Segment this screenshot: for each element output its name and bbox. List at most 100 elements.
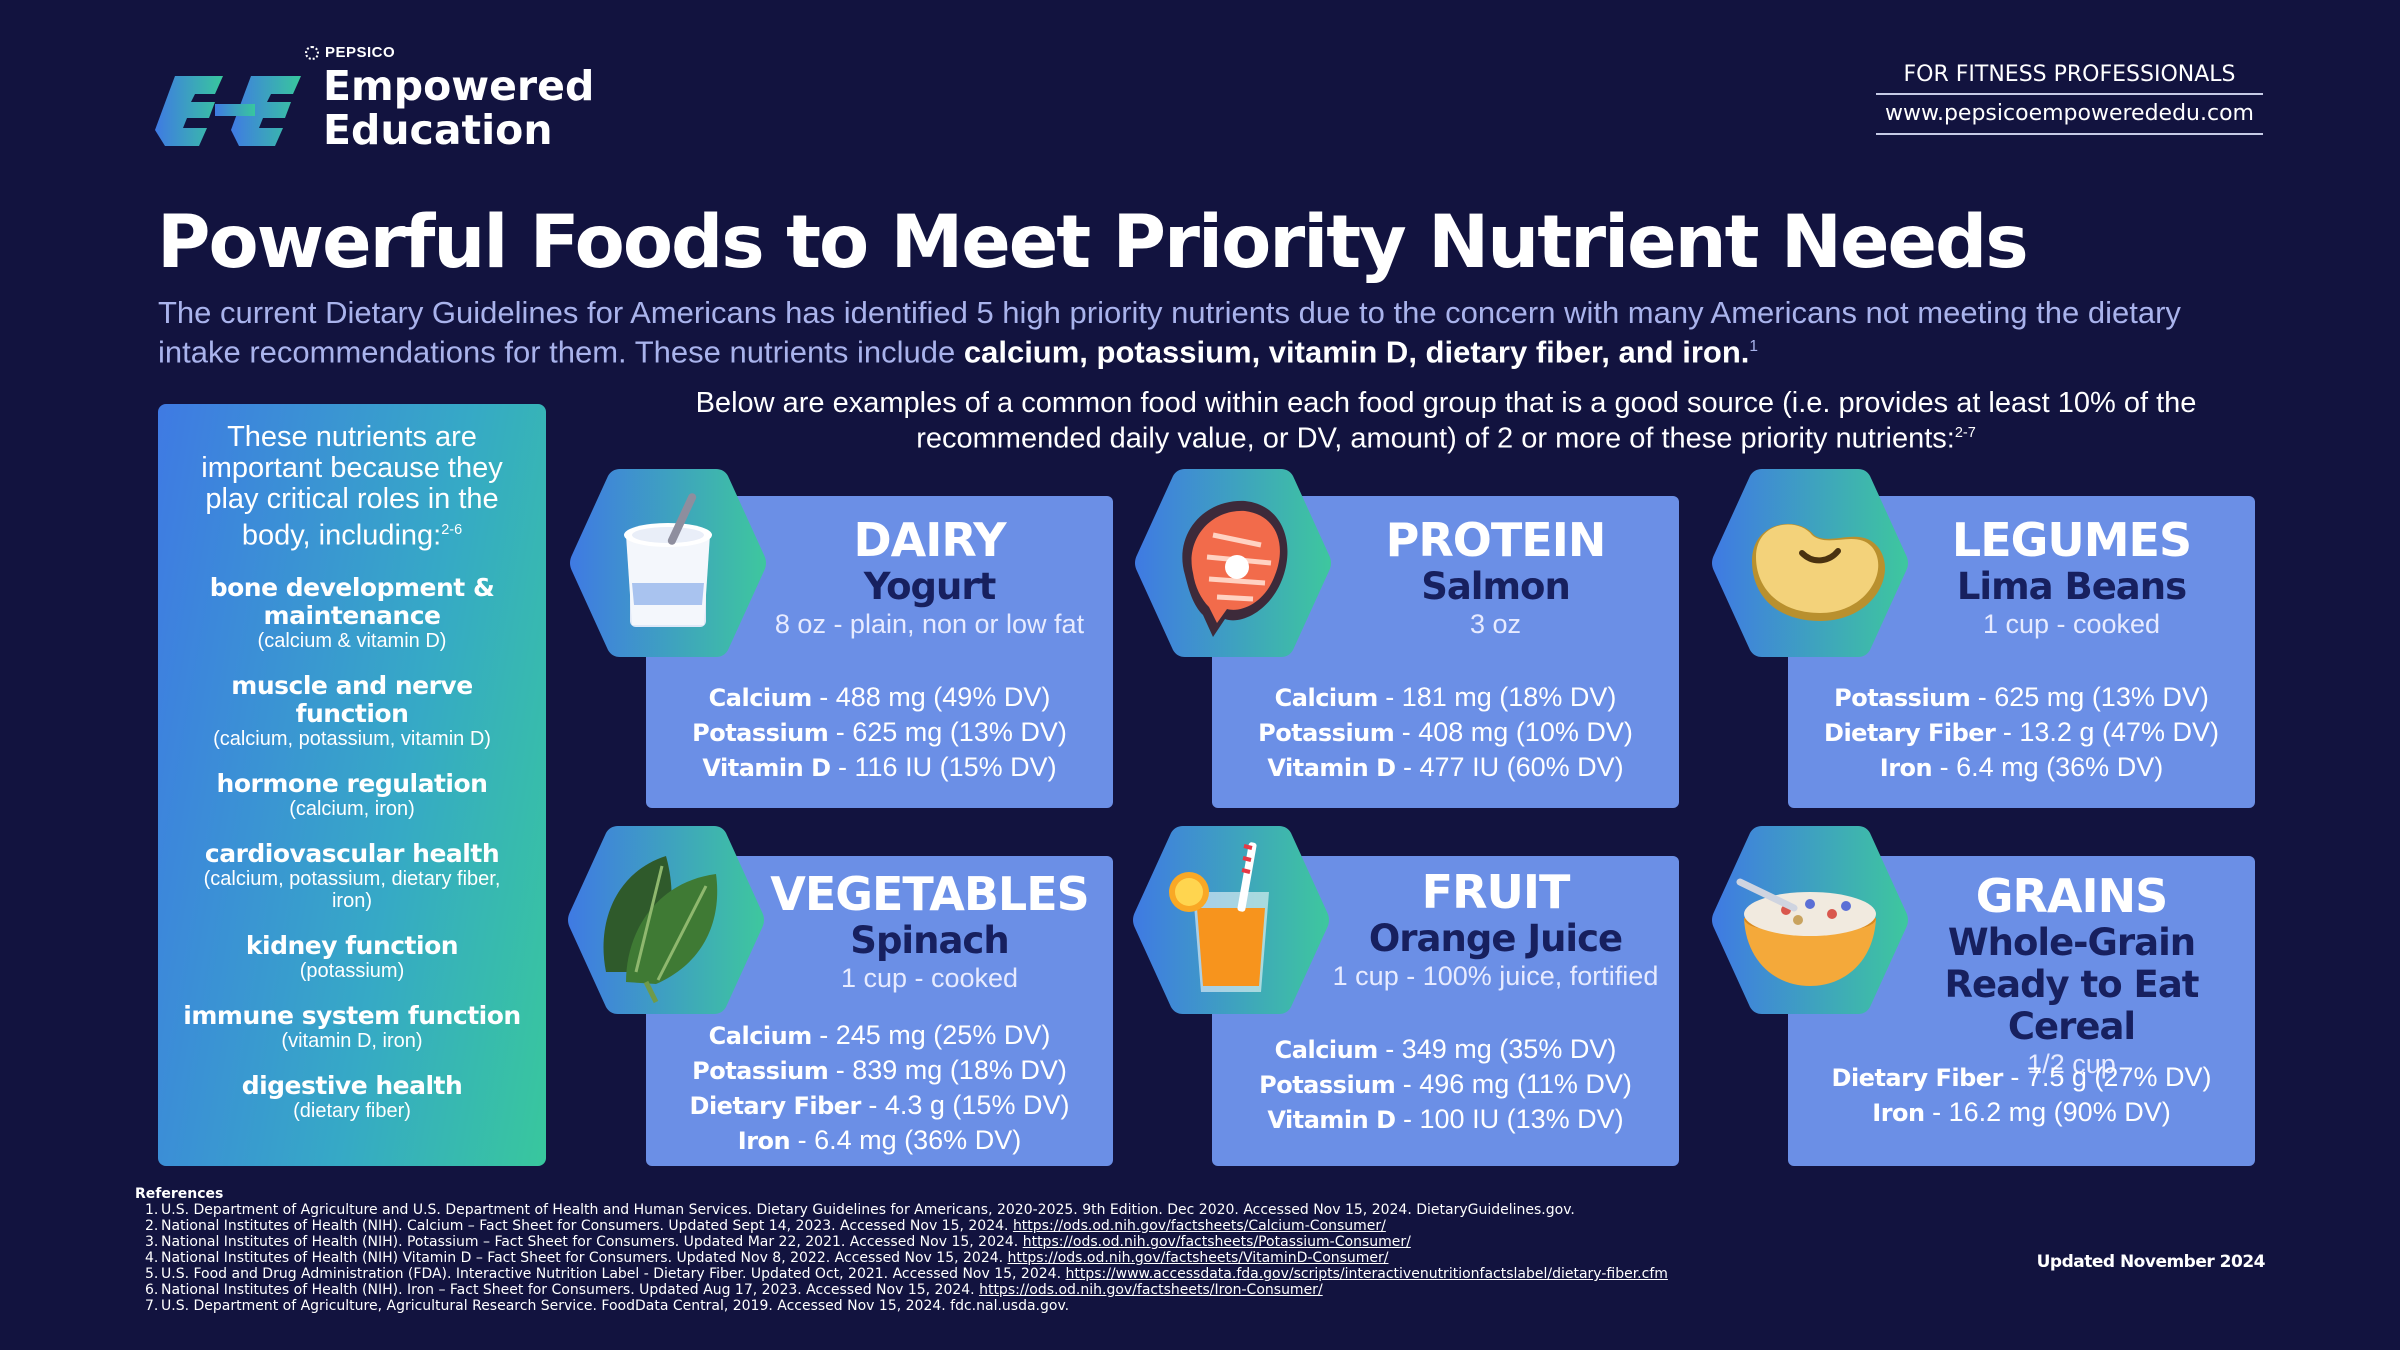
role-name: kidney function	[245, 930, 459, 960]
reference-item: 4. National Institutes of Health (NIH) Vi…	[135, 1250, 1668, 1266]
nutrient-value: - 13.2 g (47% DV)	[1995, 717, 2219, 747]
nutrient-row: Dietary Fiber - 7.5 g (27% DV)	[1788, 1060, 2255, 1095]
page-title: Powerful Foods to Meet Priority Nutrient…	[157, 200, 2029, 285]
nutrient-list: Calcium - 349 mg (35% DV) Potassium - 496…	[1212, 1032, 1679, 1137]
food-group-name: FRUIT	[1421, 865, 1571, 919]
salmon-hexagon	[1133, 465, 1333, 661]
reference-text: U.S. Department of Agriculture, Agricult…	[161, 1298, 1070, 1314]
ee-logo-icon	[155, 76, 301, 146]
reference-text: National Institutes of Health (NIH). Cal…	[161, 1218, 1013, 1234]
role-name: bone development & maintenance	[209, 572, 495, 630]
orange-juice-icon	[1133, 826, 1329, 1014]
nutrient-row: Potassium - 625 mg (13% DV)	[646, 715, 1113, 750]
role-nutrients: (vitamin D, iron)	[281, 1029, 423, 1052]
role-item: bone development & maintenance (calcium &…	[158, 572, 546, 652]
empowered-education-logo: PEPSICO Empowered Education	[155, 40, 595, 160]
nutrient-row: Calcium - 349 mg (35% DV)	[1212, 1032, 1679, 1067]
nutrient-row: Dietary Fiber - 13.2 g (47% DV)	[1788, 715, 2255, 750]
reference-link[interactable]: https://ods.od.nih.gov/factsheets/Iron-C…	[979, 1282, 1323, 1298]
reference-link[interactable]: https://ods.od.nih.gov/factsheets/Potass…	[1022, 1234, 1411, 1250]
serving-size: 3 oz	[1469, 609, 1522, 639]
reference-item: 5. U.S. Food and Drug Administration (FDA…	[135, 1266, 1668, 1282]
card-header: VEGETABLES Spinach 1 cup - cooked	[756, 868, 1103, 994]
nutrient-row: Calcium - 488 mg (49% DV)	[646, 680, 1113, 715]
nutrient-name: Potassium	[1834, 684, 1971, 712]
role-name: hormone regulation	[216, 768, 488, 798]
role-nutrients: (calcium, potassium, vitamin D)	[213, 727, 491, 750]
brand-line-2: Education	[323, 106, 553, 154]
serving-size: 1/2 cup	[2027, 1049, 2116, 1079]
card-header: LEGUMES Lima Beans 1 cup - cooked	[1898, 514, 2245, 640]
pepsico-globe-icon	[305, 45, 319, 60]
cereal-bowl-hexagon	[1710, 822, 1910, 1018]
role-nutrients: (potassium)	[299, 959, 405, 982]
nutrient-value: - 408 mg (10% DV)	[1394, 717, 1633, 747]
nutrient-name: Dietary Fiber	[1831, 1064, 2004, 1092]
role-item: hormone regulation (calcium, iron)	[158, 768, 546, 820]
yogurt-hexagon	[568, 465, 768, 661]
role-name: cardiovascular health	[204, 838, 500, 868]
role-item: kidney function (potassium)	[158, 930, 546, 982]
reference-item: 3. National Institutes of Health (NIH). P…	[135, 1234, 1668, 1250]
reference-link[interactable]: https://www.accessdata.fda.gov/scripts/i…	[1065, 1266, 1668, 1282]
serving-size: 1 cup - cooked	[1982, 609, 2161, 639]
references-title: References	[135, 1186, 224, 1202]
nutrient-value: - 477 IU (60% DV)	[1395, 752, 1624, 782]
nutrient-name: Iron	[1879, 754, 1933, 782]
food-name: Orange Juice	[1368, 917, 1623, 960]
food-card-fruit: FRUIT Orange Juice 1 cup - 100% juice, for…	[1212, 856, 1679, 1166]
card-header: GRAINS Whole-Grain Ready to Eat Cereal 1/2…	[1898, 870, 2245, 1080]
nutrient-roles-panel: These nutrients are important because th…	[158, 404, 546, 1166]
nutrient-value: - 625 mg (13% DV)	[1970, 682, 2209, 712]
nutrient-list: Potassium - 625 mg (13% DV) Dietary Fiber…	[1788, 680, 2255, 785]
card-header: DAIRY Yogurt 8 oz - plain, non or low fat	[756, 514, 1103, 640]
reference-link[interactable]: https://ods.od.nih.gov/factsheets/Vitami…	[1007, 1250, 1389, 1266]
nutrient-name: Calcium	[1274, 684, 1379, 712]
nutrient-row: Dietary Fiber - 4.3 g (15% DV)	[646, 1088, 1113, 1123]
nutrient-list: Dietary Fiber - 7.5 g (27% DV) Iron - 16.…	[1788, 1060, 2255, 1130]
role-nutrients: (dietary fiber)	[293, 1099, 411, 1122]
role-nutrients: (calcium, iron)	[289, 797, 415, 820]
reference-link[interactable]: https://ods.od.nih.gov/factsheets/Calciu…	[1012, 1218, 1386, 1234]
nutrient-list: Calcium - 488 mg (49% DV) Potassium - 625…	[646, 680, 1113, 785]
nutrient-row: Iron - 16.2 mg (90% DV)	[1788, 1095, 2255, 1130]
serving-size: 1 cup - 100% juice, fortified	[1332, 961, 1659, 991]
references: References 1. U.S. Department of Agricult…	[135, 1186, 1668, 1314]
nutrient-value: - 625 mg (13% DV)	[828, 717, 1067, 747]
reference-item: 2. National Institutes of Health (NIH). C…	[135, 1218, 1668, 1234]
nutrient-name: Calcium	[1274, 1036, 1379, 1064]
role-nutrients: (calcium & vitamin D)	[257, 629, 447, 652]
nutrient-value: - 6.4 mg (36% DV)	[790, 1125, 1022, 1155]
bean-icon	[1712, 469, 1908, 657]
nutrient-name: Calcium	[708, 1022, 813, 1050]
nutrient-list: Calcium - 245 mg (25% DV) Potassium - 839…	[646, 1018, 1113, 1158]
nutrient-name: Vitamin D	[1267, 754, 1396, 782]
role-item: immune system function (vitamin D, iron)	[158, 1000, 546, 1052]
salmon-icon	[1135, 469, 1331, 657]
role-item: digestive health (dietary fiber)	[158, 1071, 546, 1122]
card-header: FRUIT Orange Juice 1 cup - 100% juice, for…	[1322, 866, 1669, 992]
food-group-name: PROTEIN	[1385, 513, 1607, 567]
intro-paragraph: The current Dietary Guidelines for Ameri…	[158, 295, 2218, 370]
nutrient-row: Vitamin D - 477 IU (60% DV)	[1212, 750, 1679, 785]
nutrient-name: Potassium	[1259, 1071, 1396, 1099]
role-name: immune system function	[183, 1000, 521, 1030]
nutrient-name: Potassium	[692, 1057, 829, 1085]
nutrient-row: Vitamin D - 116 IU (15% DV)	[646, 750, 1113, 785]
pepsico-wordmark: PEPSICO	[305, 44, 395, 61]
intro-text: The current Dietary Guidelines for Ameri…	[158, 295, 2181, 370]
bean-hexagon	[1710, 465, 1910, 661]
reference-number: 5.	[145, 1266, 159, 1282]
food-group-name: DAIRY	[853, 513, 1006, 567]
nutrient-row: Potassium - 496 mg (11% DV)	[1212, 1067, 1679, 1102]
reference-number: 3.	[145, 1234, 159, 1250]
nutrient-row: Vitamin D - 100 IU (13% DV)	[1212, 1102, 1679, 1137]
nutrient-name: Dietary Fiber	[1824, 719, 1996, 747]
nutrient-name: Iron	[1872, 1099, 1925, 1127]
nutrient-value: - 496 mg (11% DV)	[1395, 1069, 1632, 1099]
website-link[interactable]: www.pepsicoempowerededu.com	[1876, 95, 2263, 135]
nutrient-row: Iron - 6.4 mg (36% DV)	[646, 1123, 1113, 1158]
food-card-vegetables: VEGETABLES Spinach 1 cup - cooked Calcium -…	[646, 856, 1113, 1166]
nutrient-value: - 4.3 g (15% DV)	[860, 1090, 1070, 1120]
nutrient-value: - 116 IU (15% DV)	[830, 752, 1057, 782]
